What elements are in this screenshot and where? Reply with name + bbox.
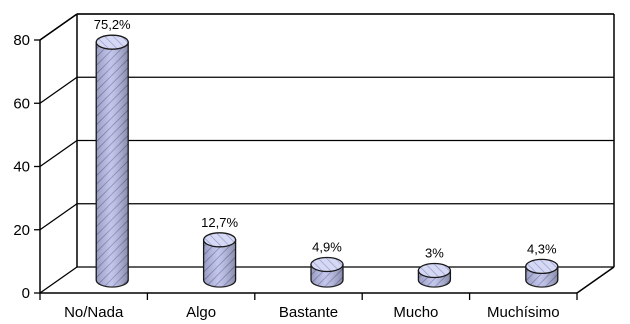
data-labels: 75,2% 12,7% 4,9% 3% 4,3% bbox=[94, 17, 557, 260]
y-tick-label: 40 bbox=[13, 159, 30, 176]
bar-shading bbox=[203, 239, 236, 287]
bar-top bbox=[202, 232, 237, 248]
data-label: 12,7% bbox=[201, 215, 238, 230]
bar-top bbox=[95, 34, 129, 50]
gridline-side bbox=[39, 76, 78, 104]
x-axis: No/Nada Algo Bastante Mucho Muchísimo bbox=[39, 293, 578, 321]
y-axis: 0 20 40 60 80 bbox=[13, 32, 40, 302]
gridline-side bbox=[39, 139, 78, 168]
y-tick-label: 60 bbox=[13, 95, 30, 112]
gridline-side bbox=[39, 13, 78, 41]
bar-top bbox=[525, 258, 559, 275]
bar bbox=[525, 258, 559, 288]
bar-top bbox=[310, 256, 344, 273]
data-label: 4,3% bbox=[527, 241, 557, 256]
gridline-side bbox=[39, 203, 78, 231]
x-category-label: Mucho bbox=[393, 304, 438, 321]
bar bbox=[417, 262, 452, 288]
x-category-label: Algo bbox=[186, 304, 216, 321]
y-tick-label: 20 bbox=[13, 222, 30, 239]
y-tick-label: 80 bbox=[13, 32, 30, 49]
data-label: 4,9% bbox=[312, 240, 342, 255]
bar bbox=[95, 34, 129, 288]
bar-top bbox=[417, 262, 452, 279]
y-tick-label: 0 bbox=[22, 285, 30, 302]
bars bbox=[95, 34, 559, 288]
gridlines bbox=[39, 13, 614, 294]
bar bbox=[202, 232, 237, 288]
x-category-label: No/Nada bbox=[64, 304, 124, 321]
bar-shading bbox=[96, 42, 129, 288]
bar bbox=[310, 256, 344, 288]
data-label: 75,2% bbox=[94, 17, 131, 32]
x-category-label: Muchísimo bbox=[487, 304, 560, 321]
floor-right-edge bbox=[576, 266, 615, 294]
gridline-side bbox=[39, 266, 78, 294]
x-category-label: Bastante bbox=[279, 304, 338, 321]
data-label: 3% bbox=[425, 246, 444, 261]
